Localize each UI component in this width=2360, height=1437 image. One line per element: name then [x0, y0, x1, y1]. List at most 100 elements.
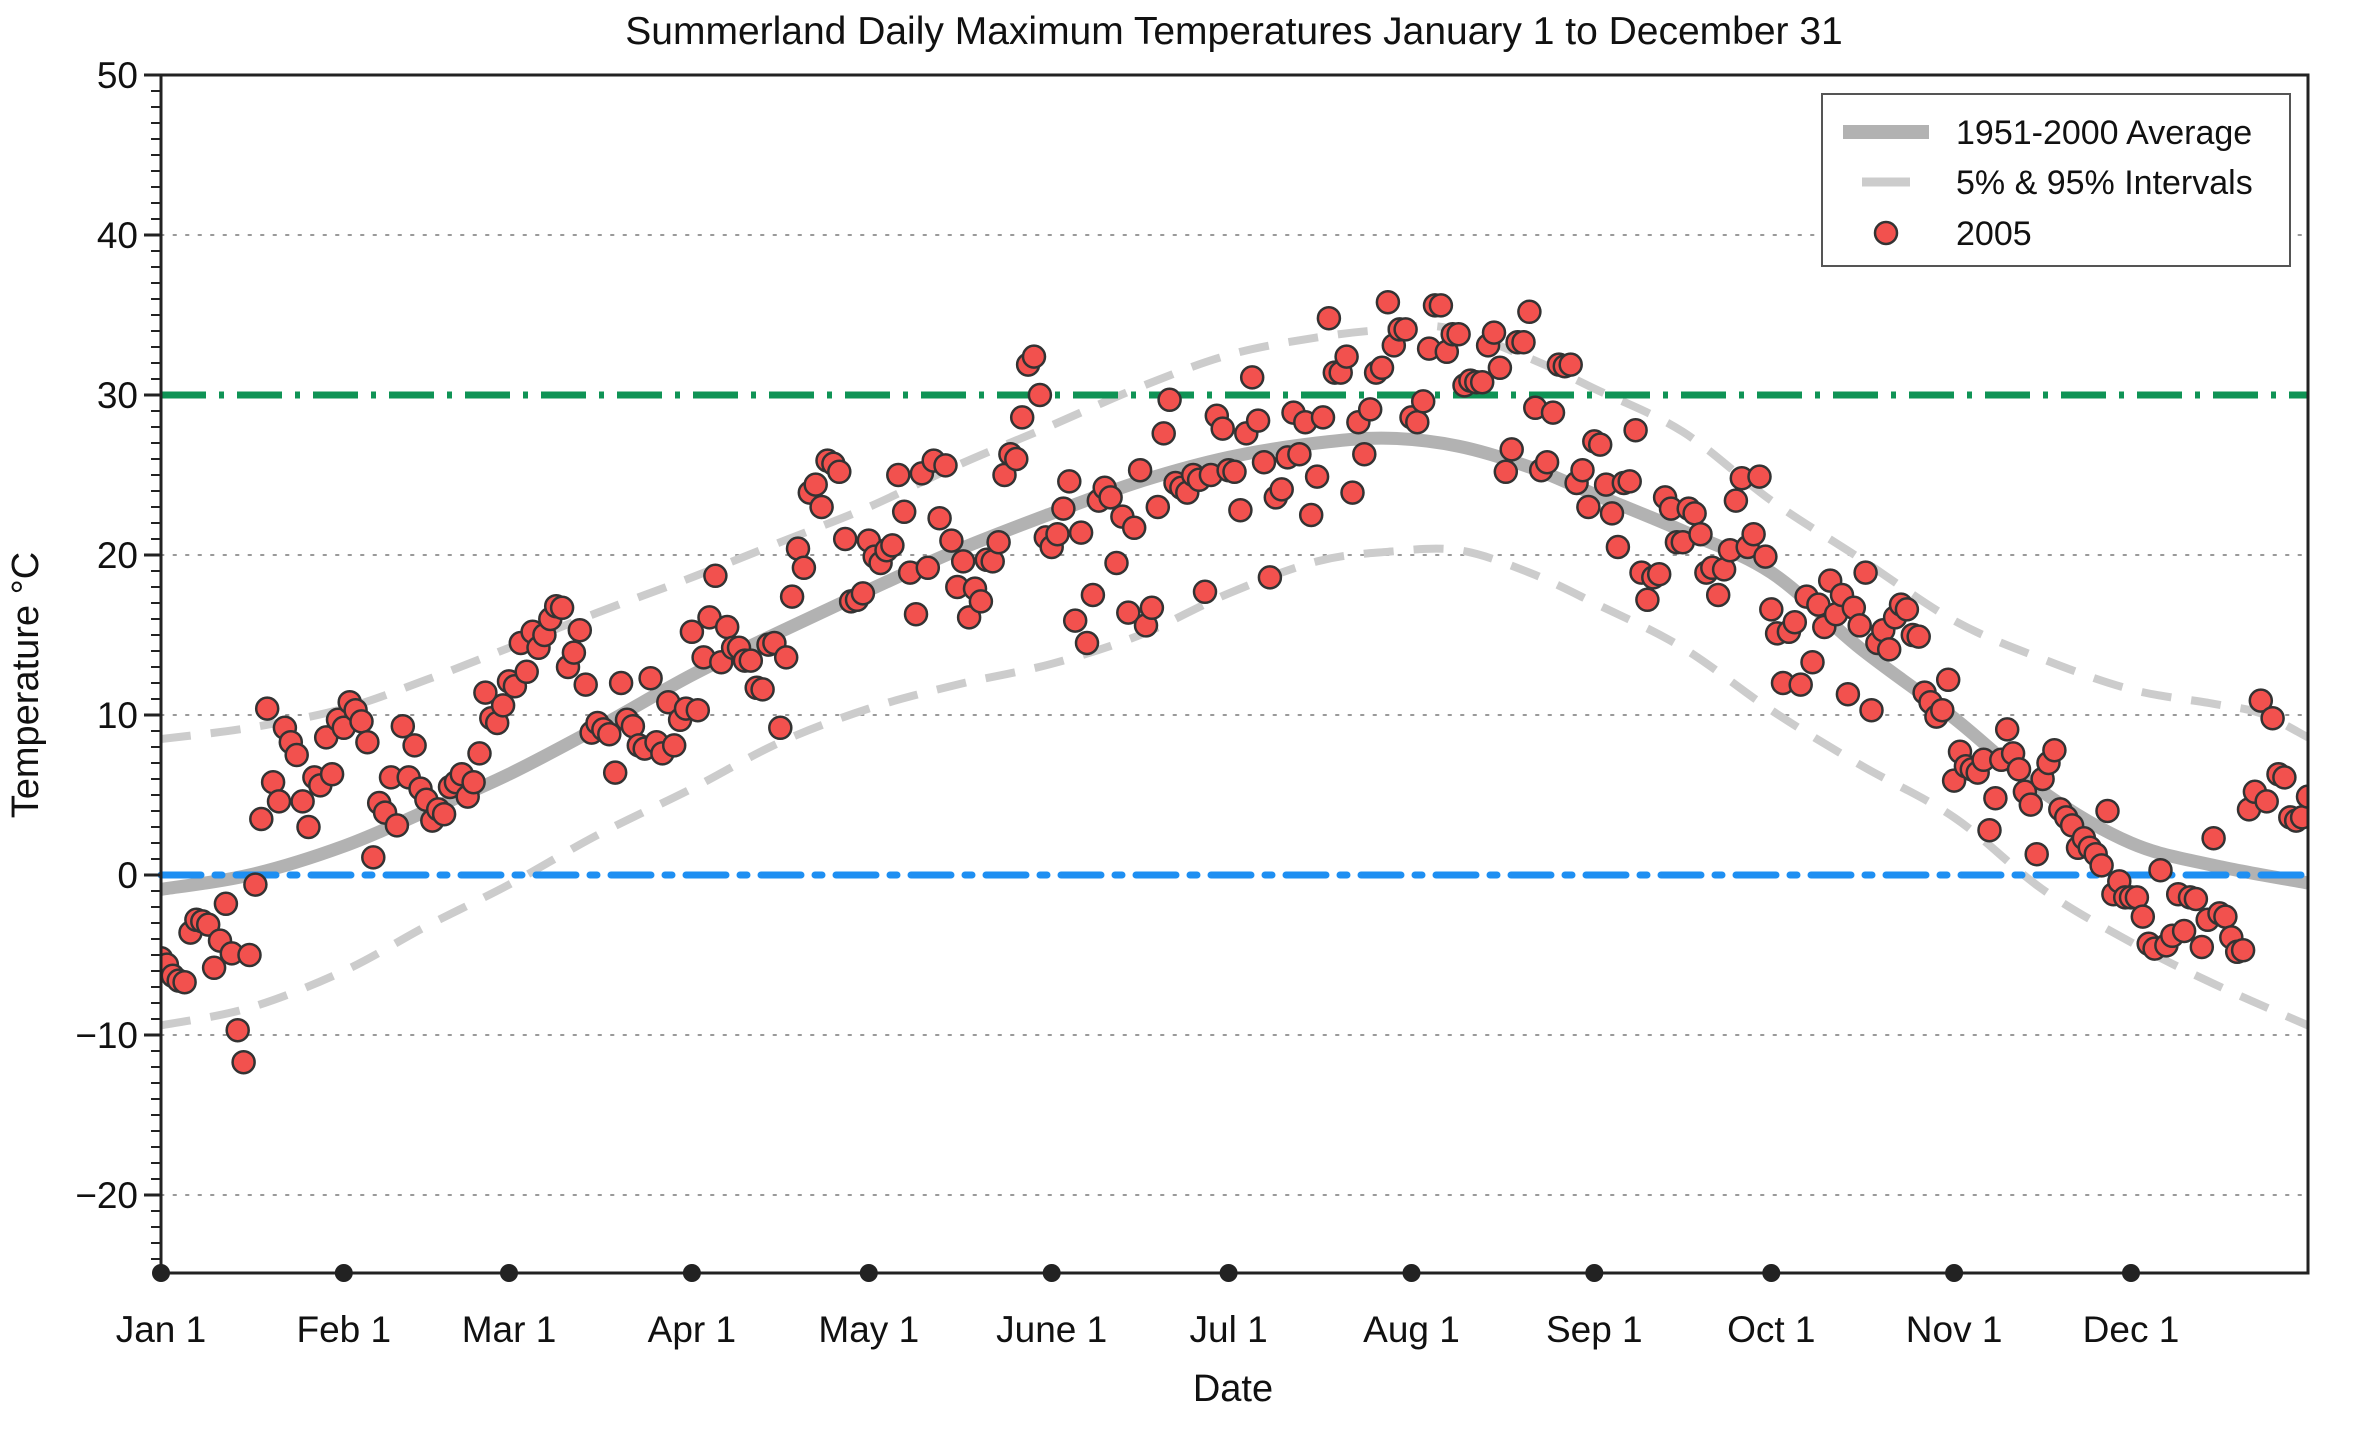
scatter-point — [768, 715, 793, 741]
scatter-point — [1057, 469, 1082, 494]
scatter-point — [891, 499, 917, 525]
scatter-point — [2201, 825, 2226, 851]
scatter-point — [1228, 497, 1253, 523]
scatter-point — [750, 677, 775, 702]
scatter-point — [296, 814, 321, 840]
scatter-point — [573, 672, 598, 697]
scatter-point — [249, 806, 274, 832]
scatter-point — [254, 696, 280, 721]
scatter-point — [1835, 681, 1861, 707]
scatter-point — [384, 813, 410, 838]
scatter-point — [1021, 344, 1047, 369]
scatter-point — [1517, 299, 1542, 325]
plot-area: Jan 1 Feb 1 Mar 1 Apr 1 May 1 June 1 Jul 1 Aug … — [116, 73, 2312, 1350]
scatter-layer — [161, 289, 2308, 1075]
legend-item-label: 2005 — [1956, 215, 2032, 253]
scatter-point — [1876, 637, 1902, 662]
scatter-point — [1753, 544, 1778, 569]
scatter-point — [2148, 857, 2173, 883]
y-tick-10: 10 — [97, 695, 138, 736]
month-label: Jul 1 — [1190, 1309, 1268, 1350]
scatter-point — [1788, 672, 1813, 697]
scatter-point — [1930, 697, 1955, 723]
scatter-point — [809, 494, 834, 520]
scatter-point — [1894, 597, 1920, 622]
month-dot — [152, 1264, 170, 1282]
scatter-point — [213, 891, 239, 917]
scatter-point — [1192, 579, 1218, 605]
scatter-point — [1287, 441, 1312, 467]
scatter-point — [1623, 417, 1648, 443]
scatter-point — [1269, 477, 1294, 502]
scatter-point — [2006, 757, 2032, 782]
legend-item-label: 5% & 95% Intervals — [1956, 164, 2253, 202]
scatter-point — [1759, 597, 1784, 622]
scatter-point — [473, 680, 498, 705]
scatter-point — [933, 453, 958, 478]
scatter-point — [791, 555, 817, 581]
scatter-point — [349, 709, 374, 734]
scatter-point — [225, 1017, 250, 1043]
y-tick-20: 20 — [97, 535, 138, 576]
scatter-point — [1906, 624, 1931, 649]
scatter-point — [1352, 441, 1377, 467]
chart-title: Summerland Daily Maximum Temperatures Ja… — [625, 10, 1842, 53]
scatter-point — [1009, 405, 1035, 430]
scatter-point — [2042, 737, 2067, 763]
scatter-point — [1481, 320, 1507, 345]
x-axis-label: Date — [1193, 1368, 1273, 1410]
scatter-point — [1027, 382, 1053, 408]
scatter-point — [1741, 521, 1766, 547]
scatter-point — [1853, 560, 1878, 585]
month-dot — [1402, 1264, 1421, 1282]
scatter-point — [290, 789, 315, 814]
month-dot — [1585, 1264, 1604, 1282]
month-dot — [682, 1264, 701, 1282]
scatter-point — [939, 528, 964, 553]
scatter-point — [549, 595, 575, 621]
scatter-point — [2289, 805, 2308, 830]
month-label: Nov 1 — [1906, 1309, 2003, 1350]
scatter-point — [832, 526, 858, 552]
scatter-point — [1157, 387, 1182, 413]
legend: 1951-2000 Average 5% & 95% Intervals 2005 — [1821, 93, 2291, 267]
scatter-point — [1534, 449, 1560, 475]
scatter-point — [2171, 918, 2197, 944]
scatter-point — [915, 555, 941, 581]
scatter-point — [467, 741, 492, 766]
scatter-point — [2018, 792, 2044, 817]
month-label: Aug 1 — [1363, 1309, 1460, 1350]
scatter-point — [361, 845, 386, 870]
scatter-point — [714, 614, 740, 640]
scatter-point — [2024, 841, 2049, 867]
month-label: Mar 1 — [462, 1309, 557, 1350]
scatter-point — [1239, 365, 1265, 390]
scatter-point — [773, 645, 799, 670]
scatter-point — [1393, 317, 1418, 342]
scatter-point — [1847, 613, 1872, 638]
scatter-point — [1127, 457, 1153, 483]
scatter-point — [803, 472, 828, 497]
month-label: Feb 1 — [296, 1309, 391, 1350]
scatter-point — [1316, 305, 1342, 331]
scatter-point — [1139, 595, 1165, 621]
legend-2005-dot-marker — [1873, 220, 1899, 246]
scatter-point — [431, 801, 457, 827]
scatter-point — [1210, 416, 1235, 441]
month-label: Jan 1 — [116, 1309, 207, 1350]
scatter-point — [950, 549, 976, 574]
month-dot — [1945, 1264, 1964, 1282]
scatter-point — [850, 581, 876, 606]
scatter-point — [2272, 765, 2297, 790]
scatter-point — [1499, 437, 1524, 462]
scatter-point — [602, 760, 628, 785]
scatter-point — [1334, 344, 1359, 369]
scatter-point — [1469, 369, 1495, 395]
scatter-point — [1051, 496, 1076, 521]
scatter-point — [968, 589, 994, 614]
scatter-point — [2183, 886, 2209, 912]
scatter-point — [827, 459, 852, 485]
scatter-point — [1151, 421, 1176, 446]
scatter-point — [1859, 697, 1884, 723]
